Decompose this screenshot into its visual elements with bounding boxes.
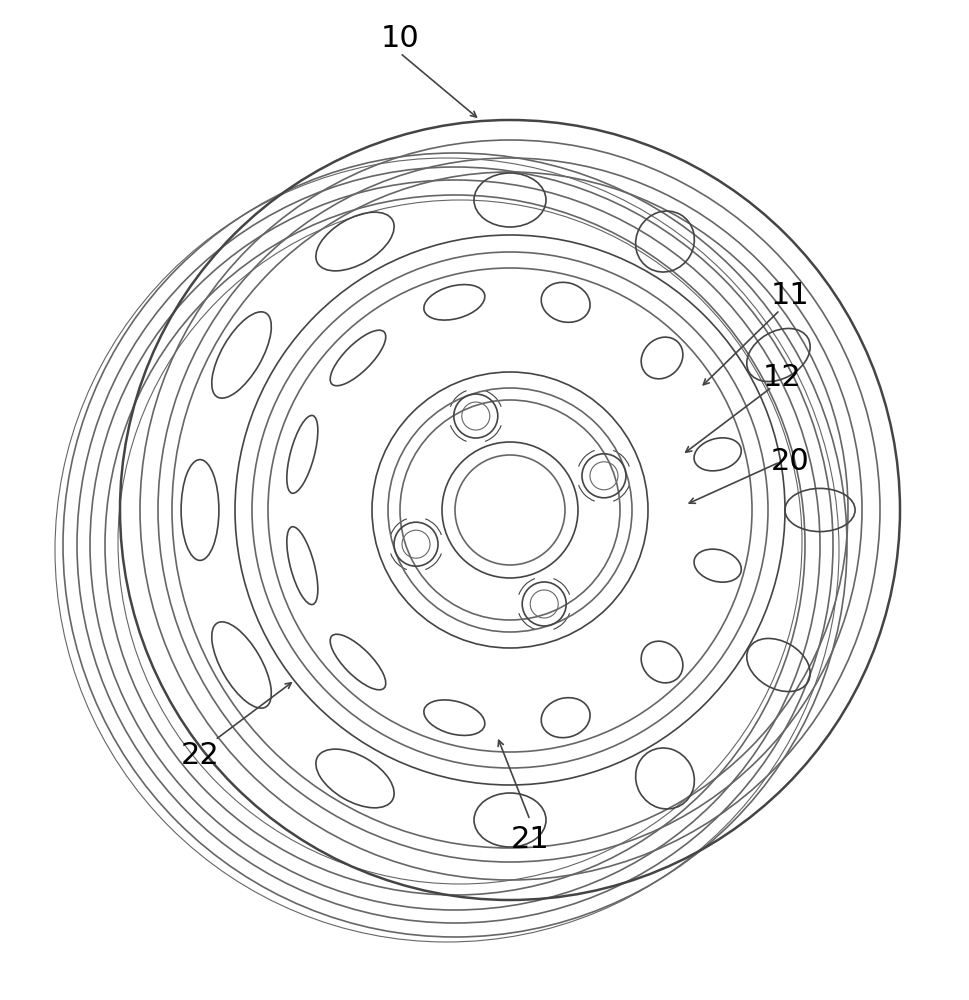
Text: 10: 10 xyxy=(380,24,419,53)
Text: 20: 20 xyxy=(769,448,808,477)
Text: 22: 22 xyxy=(180,740,219,770)
Text: 12: 12 xyxy=(762,362,800,391)
Text: 11: 11 xyxy=(769,280,808,310)
Text: 21: 21 xyxy=(510,825,548,854)
